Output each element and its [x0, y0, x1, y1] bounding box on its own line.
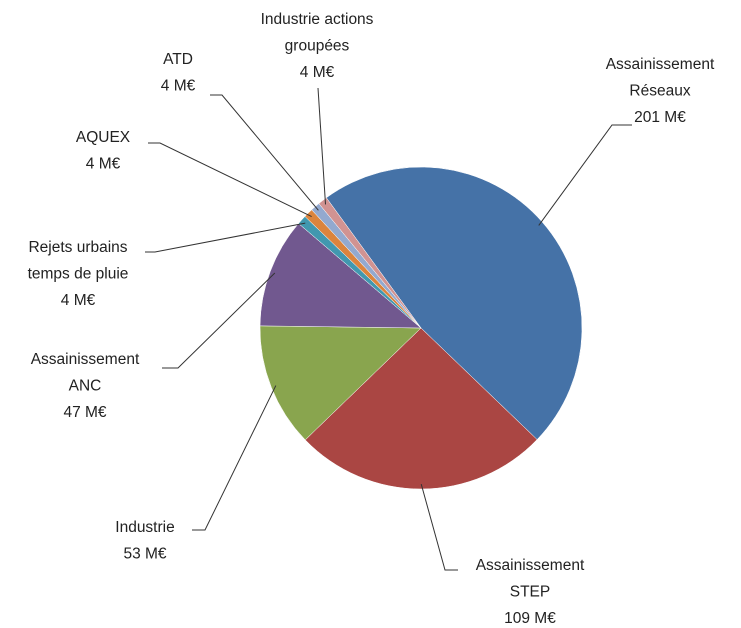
leader-line	[317, 87, 327, 205]
label-line: temps de pluie	[28, 266, 129, 283]
value-label: 4 M€	[61, 292, 96, 309]
slice-label: Assainissement STEP	[476, 557, 585, 601]
leader-line	[192, 385, 277, 531]
value-label: 53 M€	[123, 546, 166, 563]
pie-slice	[326, 166, 583, 440]
label-line: groupées	[285, 38, 350, 55]
pie-slice	[259, 223, 422, 329]
label-line: Réseaux	[629, 83, 690, 100]
label-line: Rejets urbains	[28, 239, 127, 256]
slice-label: Assainissement Réseaux	[606, 56, 715, 100]
label-line: Assainissement	[476, 557, 585, 574]
slice-label: Assainissement ANC	[31, 351, 140, 395]
pie-slice	[304, 327, 538, 490]
label-line: ATD	[163, 51, 193, 68]
leader-line	[420, 484, 458, 571]
label-line: AQUEX	[76, 129, 131, 146]
label-line: Industrie	[115, 519, 174, 536]
leader-line	[162, 272, 276, 369]
slice-label: Industrie	[115, 519, 174, 536]
leader-line	[538, 124, 632, 226]
slice-label: ATD	[163, 51, 193, 68]
value-label: 4 M€	[86, 156, 121, 173]
pie-slice	[318, 197, 422, 329]
leader-line	[145, 222, 306, 253]
label-line: Assainissement	[31, 351, 140, 368]
value-label: 109 M€	[504, 610, 556, 627]
value-label: 4 M€	[161, 78, 196, 95]
label-line: STEP	[510, 584, 550, 601]
value-label: 201 M€	[634, 109, 686, 126]
label-line: Assainissement	[606, 56, 715, 73]
value-label: 47 M€	[63, 404, 106, 421]
slice-label: Rejets urbains temps de pluie	[28, 239, 129, 283]
slice-label: AQUEX	[76, 129, 131, 146]
slice-label: Industrie actions groupées	[261, 11, 374, 55]
value-label: 4 M€	[300, 64, 335, 81]
leader-line	[210, 94, 319, 211]
leader-line	[148, 142, 312, 217]
label-line: ANC	[69, 378, 102, 395]
label-line: Industrie actions	[261, 11, 374, 28]
pie-slice	[259, 325, 422, 441]
